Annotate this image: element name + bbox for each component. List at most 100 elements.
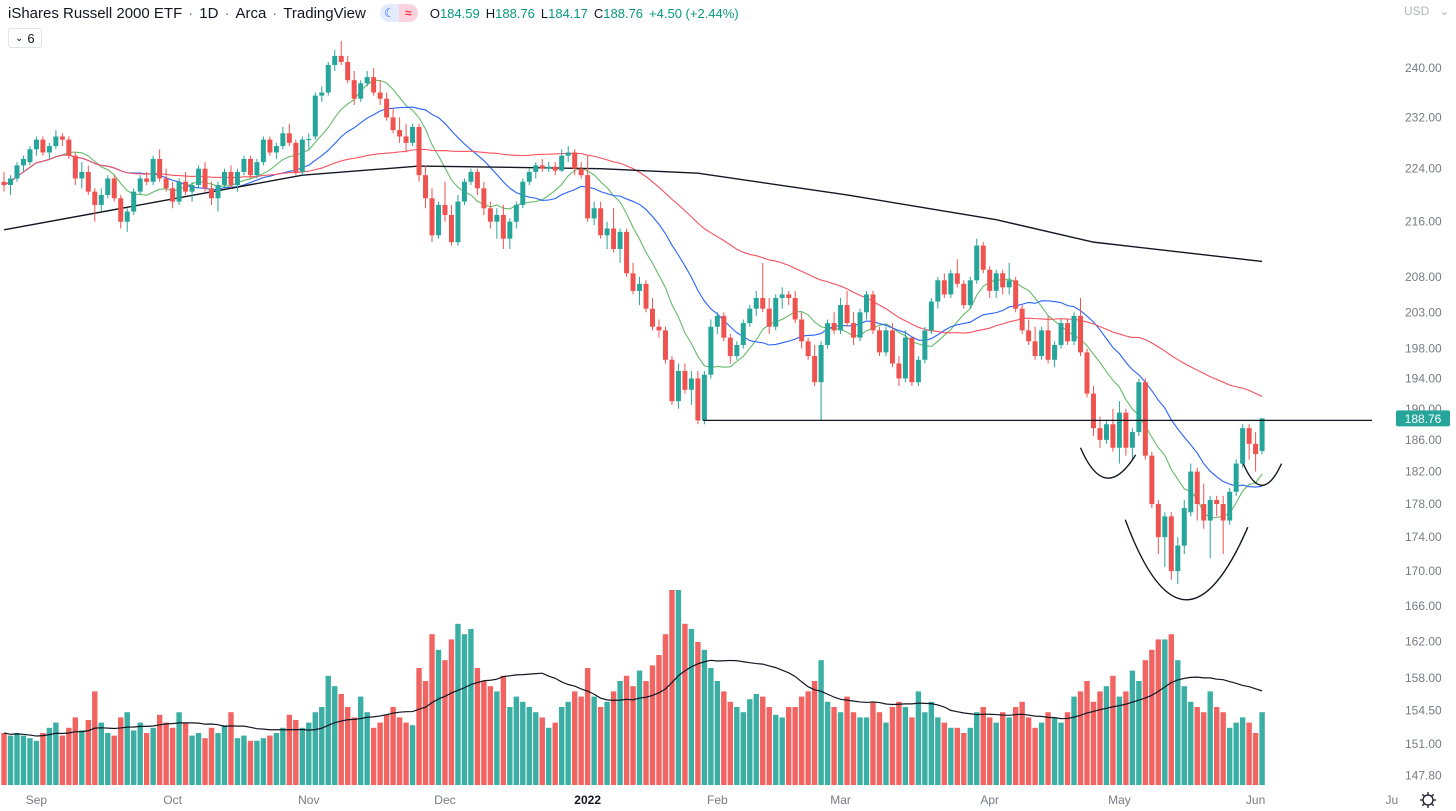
volume-bar <box>202 738 208 785</box>
gear-icon[interactable] <box>1418 790 1438 810</box>
volume-bar <box>909 717 915 785</box>
volume-bar <box>604 701 610 785</box>
volume-bar <box>1213 707 1220 785</box>
volume-bar <box>390 707 396 785</box>
candle-body <box>1032 341 1038 357</box>
volume-bar <box>520 701 526 785</box>
candle <box>954 259 960 288</box>
candle <box>163 168 169 192</box>
volume-bar <box>526 707 532 785</box>
candle <box>838 297 844 335</box>
volume-bar <box>1175 660 1181 785</box>
volume-bar <box>902 707 909 785</box>
volume-bar <box>260 738 267 785</box>
candle-body <box>105 178 111 195</box>
candle <box>760 262 766 313</box>
candle-body <box>306 139 312 141</box>
candle <box>695 370 701 425</box>
volume-bar <box>636 670 643 785</box>
volume-bar <box>1207 691 1213 785</box>
volume-bar <box>721 691 727 785</box>
candle <box>928 297 934 335</box>
candle-body <box>941 280 947 295</box>
candle-body <box>1162 516 1168 538</box>
volume-bar <box>1239 717 1246 785</box>
candle <box>617 228 623 263</box>
currency-label: USD <box>1404 4 1430 18</box>
candle-body <box>1090 393 1096 429</box>
candle <box>1136 378 1142 436</box>
volume-bar <box>708 668 714 785</box>
candle <box>53 130 59 150</box>
volume-bar <box>7 735 14 785</box>
candle-body <box>1175 545 1181 572</box>
candle-body <box>468 171 474 182</box>
candle <box>1142 378 1148 460</box>
candle-body <box>494 214 500 222</box>
candle-body <box>1116 412 1122 448</box>
candle-body <box>993 273 999 291</box>
currency-dropdown[interactable]: USD ⌄ <box>1404 4 1449 18</box>
volume-bar <box>578 696 584 785</box>
volume-bar <box>980 707 986 785</box>
volume-bar <box>280 727 286 785</box>
volume-bar <box>338 694 344 785</box>
candle <box>267 136 273 156</box>
candle-body <box>325 64 331 93</box>
volume-bar <box>234 738 241 785</box>
volume-bar <box>954 727 960 785</box>
candle-body <box>481 188 487 209</box>
candle <box>851 312 857 345</box>
candle <box>1155 499 1161 555</box>
volume-bar <box>818 660 824 785</box>
volume-bar <box>682 623 688 785</box>
candle-body <box>234 171 240 186</box>
candle-body <box>157 158 163 179</box>
candle-body <box>935 280 941 302</box>
volume-bar <box>1097 691 1103 785</box>
moon-icon[interactable]: ☾ <box>379 4 399 22</box>
candle-body <box>137 178 143 192</box>
volume-bar <box>876 712 883 785</box>
volume-bar <box>189 735 195 785</box>
candle <box>351 71 357 105</box>
candle-body <box>111 178 117 199</box>
volume-bar <box>228 712 234 785</box>
candle-body <box>319 92 325 96</box>
candle <box>221 168 227 189</box>
volume-bar <box>377 722 383 785</box>
candle <box>468 168 474 186</box>
candle <box>338 40 344 65</box>
wave-icon[interactable]: ≈ <box>398 4 418 22</box>
volume-bar <box>435 649 442 785</box>
candle-body <box>500 214 506 239</box>
candle-body <box>539 165 545 169</box>
candle-body <box>273 146 279 153</box>
candle <box>805 337 811 360</box>
volume-bar <box>53 722 59 785</box>
candle <box>1103 420 1109 444</box>
candle-body <box>85 171 91 192</box>
candle-body <box>792 297 798 320</box>
candle <box>650 297 655 331</box>
volume-bar <box>247 740 254 785</box>
candle <box>637 276 643 306</box>
candle-body <box>896 363 902 379</box>
symbol-title[interactable]: iShares Russell 2000 ETF <box>8 4 183 22</box>
volume-bar <box>669 590 675 785</box>
candle-body <box>1168 516 1174 572</box>
candle-body <box>79 171 85 179</box>
candle-body <box>423 175 429 199</box>
candle-body <box>215 185 221 199</box>
volume-bar <box>267 735 273 785</box>
close-value: 188.76 <box>603 5 644 21</box>
candle <box>215 181 221 212</box>
candle <box>1175 537 1181 585</box>
indicators-collapse-button[interactable]: ⌄ 6 <box>8 28 42 48</box>
candle-body <box>637 283 643 291</box>
volume-bar <box>805 691 811 785</box>
candle <box>1058 319 1064 349</box>
interval-label[interactable]: 1D <box>199 4 219 22</box>
price-tick-label: 178.00 <box>1405 497 1442 511</box>
